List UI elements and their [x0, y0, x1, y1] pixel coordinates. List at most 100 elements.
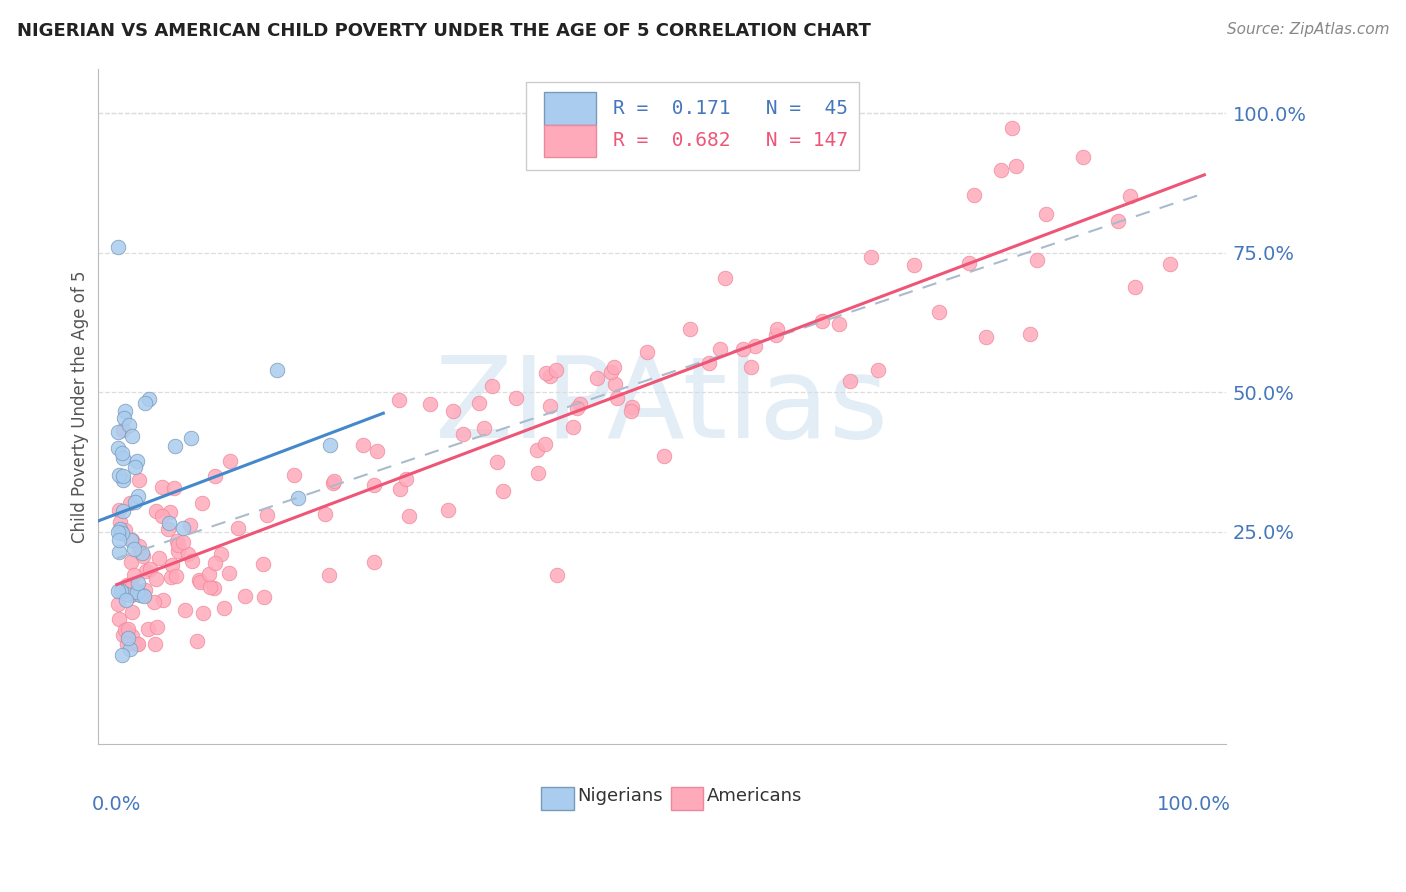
Point: [204, 469, 226, 483]
Point: [536, 367, 558, 381]
Point: [131, 549, 153, 563]
Point: [143, 636, 166, 650]
Point: [233, 589, 256, 603]
Point: [252, 558, 274, 572]
Point: [179, 517, 201, 532]
Point: [107, 442, 129, 456]
Point: [505, 391, 527, 405]
Point: [107, 598, 129, 612]
Point: [538, 400, 561, 414]
Point: [492, 483, 515, 498]
Point: [124, 495, 146, 509]
Point: [266, 362, 288, 376]
Point: [134, 396, 156, 410]
Point: [112, 423, 135, 437]
Point: [127, 584, 149, 599]
Point: [108, 545, 131, 559]
FancyBboxPatch shape: [544, 125, 596, 157]
Point: [868, 363, 890, 377]
Point: [165, 568, 187, 582]
Point: [226, 521, 249, 535]
Point: [903, 258, 925, 272]
Point: [395, 472, 418, 486]
Point: [122, 587, 145, 601]
Point: [132, 588, 155, 602]
Point: [388, 482, 411, 496]
Point: [188, 574, 211, 589]
Point: [709, 342, 731, 356]
Point: [731, 342, 754, 356]
Point: [1107, 214, 1129, 228]
Point: [111, 446, 134, 460]
Point: [117, 622, 139, 636]
Point: [441, 404, 464, 418]
Point: [565, 401, 588, 416]
Point: [121, 533, 143, 547]
Point: [128, 473, 150, 487]
Point: [481, 379, 503, 393]
Point: [603, 359, 626, 374]
Text: 100.0%: 100.0%: [1157, 795, 1232, 814]
Point: [148, 550, 170, 565]
Point: [838, 374, 860, 388]
Point: [319, 438, 342, 452]
Point: [127, 636, 149, 650]
Point: [283, 468, 305, 483]
Point: [117, 631, 139, 645]
FancyBboxPatch shape: [671, 787, 703, 810]
Point: [620, 404, 643, 418]
Point: [108, 503, 131, 517]
Point: [114, 404, 136, 418]
Point: [120, 555, 142, 569]
Point: [122, 542, 145, 557]
Point: [187, 573, 209, 587]
Point: [253, 590, 276, 604]
Point: [419, 397, 441, 411]
Point: [679, 322, 702, 336]
Point: [586, 371, 609, 385]
Point: [121, 629, 143, 643]
Point: [118, 642, 141, 657]
Text: Americans: Americans: [707, 787, 803, 805]
Point: [111, 526, 134, 541]
Point: [111, 628, 134, 642]
Point: [766, 322, 789, 336]
Point: [114, 524, 136, 538]
Point: [562, 420, 585, 434]
Point: [451, 426, 474, 441]
Point: [115, 587, 138, 601]
Point: [131, 546, 153, 560]
Point: [974, 330, 997, 344]
Point: [124, 459, 146, 474]
Point: [127, 454, 149, 468]
Point: [1004, 159, 1026, 173]
Point: [128, 539, 150, 553]
Point: [322, 475, 344, 490]
Point: [145, 504, 167, 518]
Y-axis label: Child Poverty Under the Age of 5: Child Poverty Under the Age of 5: [72, 270, 89, 542]
Point: [714, 270, 737, 285]
Point: [128, 589, 150, 603]
Point: [132, 589, 155, 603]
Point: [436, 502, 458, 516]
Point: [143, 595, 166, 609]
Point: [957, 256, 980, 270]
Text: 0.0%: 0.0%: [91, 795, 142, 814]
Point: [112, 469, 135, 483]
Point: [287, 491, 309, 506]
Point: [1119, 188, 1142, 202]
Point: [538, 369, 561, 384]
Point: [156, 522, 179, 536]
Point: [363, 477, 385, 491]
Point: [388, 393, 411, 408]
Point: [166, 534, 188, 549]
Point: [145, 572, 167, 586]
Point: [107, 425, 129, 439]
Point: [209, 548, 232, 562]
Point: [621, 400, 644, 414]
Text: ZIPAtlas: ZIPAtlas: [434, 351, 889, 462]
Point: [139, 562, 162, 576]
Point: [526, 442, 548, 457]
Point: [115, 636, 138, 650]
Point: [108, 612, 131, 626]
